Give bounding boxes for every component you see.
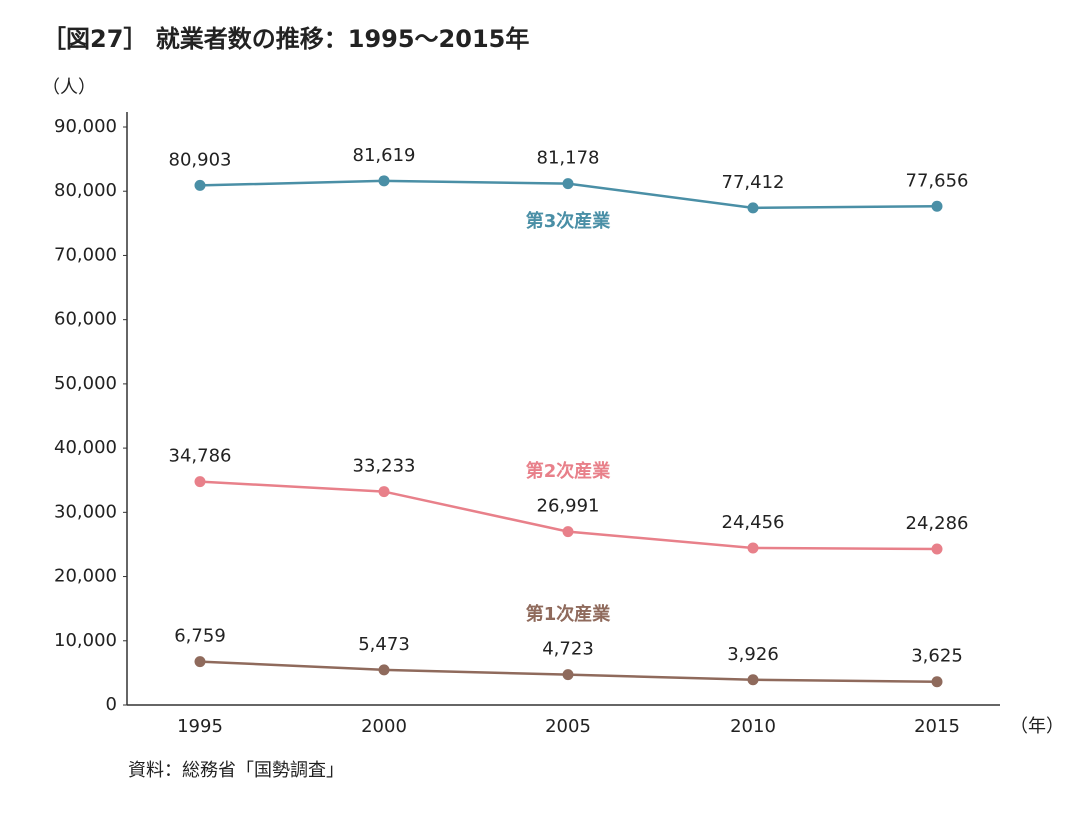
data-point [378, 175, 390, 187]
y-tick-label: 20,000 [54, 566, 117, 587]
series-name: 第3次産業 [526, 210, 612, 232]
data-label: 3,926 [727, 644, 779, 665]
y-tick-label: 10,000 [54, 630, 117, 651]
data-label: 24,456 [722, 512, 785, 533]
chart-title: ［図27］ 就業者数の推移：1995〜2015年 [42, 25, 529, 53]
data-point [931, 200, 943, 212]
data-label: 26,991 [537, 496, 600, 517]
data-point [747, 202, 759, 214]
y-tick-label: 70,000 [54, 244, 117, 265]
data-label: 3,625 [911, 646, 963, 667]
x-tick-label: 1995 [177, 716, 223, 737]
data-label: 5,473 [358, 634, 410, 655]
data-point [931, 543, 943, 555]
y-tick-label: 80,000 [54, 180, 117, 201]
data-point [747, 674, 759, 686]
data-label: 81,619 [353, 145, 416, 166]
x-axis-label: （年） [1010, 716, 1064, 737]
data-label: 24,286 [906, 513, 969, 534]
data-label: 77,656 [906, 170, 969, 191]
data-label: 81,178 [537, 148, 600, 169]
data-label: 34,786 [169, 446, 232, 467]
series-name: 第2次産業 [526, 460, 612, 482]
data-point [194, 476, 206, 488]
data-point [931, 676, 943, 688]
data-point [562, 526, 574, 538]
data-point [378, 664, 390, 676]
y-axis-label: （人） [42, 77, 96, 98]
data-label: 6,759 [174, 626, 226, 647]
data-point [194, 179, 206, 191]
data-label: 80,903 [169, 149, 232, 170]
source: 資料：総務省「国勢調査」 [128, 760, 344, 781]
data-label: 4,723 [542, 639, 594, 660]
data-point [562, 669, 574, 681]
data-point [562, 178, 574, 190]
y-tick-label: 30,000 [54, 501, 117, 522]
y-tick-label: 50,000 [54, 373, 117, 394]
data-label: 33,233 [353, 456, 416, 477]
series-name: 第1次産業 [526, 603, 612, 625]
y-tick-label: 90,000 [54, 116, 117, 137]
data-point [747, 542, 759, 554]
x-tick-label: 2000 [361, 716, 407, 737]
x-tick-label: 2005 [545, 716, 591, 737]
data-point [378, 486, 390, 498]
x-tick-label: 2010 [730, 716, 776, 737]
y-tick-label: 40,000 [54, 437, 117, 458]
y-tick-label: 0 [106, 694, 117, 715]
data-label: 77,412 [722, 172, 785, 193]
x-tick-label: 2015 [914, 716, 960, 737]
y-tick-label: 60,000 [54, 309, 117, 330]
data-point [194, 656, 206, 668]
